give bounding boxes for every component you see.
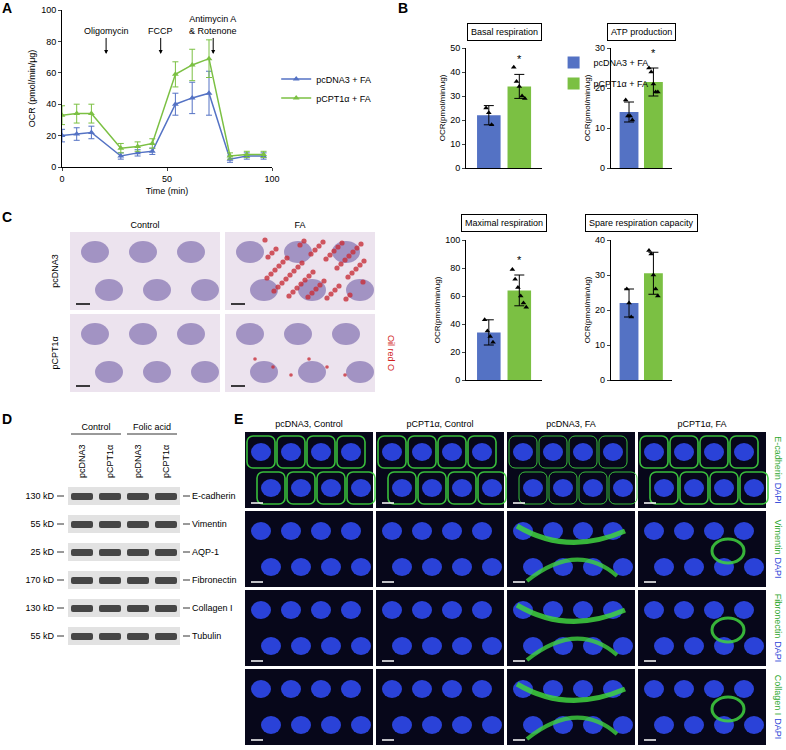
svg-text:50: 50 (162, 174, 172, 184)
svg-text:0: 0 (455, 163, 460, 173)
svg-text:0: 0 (600, 375, 605, 385)
svg-text:pcDNA3, Control: pcDNA3, Control (275, 419, 343, 429)
svg-text:10: 10 (595, 123, 605, 133)
svg-text:30: 30 (450, 91, 460, 101)
svg-text:OCR(pmol/min/ug): OCR(pmol/min/ug) (438, 74, 447, 141)
svg-text:pcDNA3 + FA: pcDNA3 + FA (594, 58, 649, 68)
svg-text:Fibronectin: Fibronectin (192, 575, 237, 585)
svg-text:60: 60 (46, 68, 56, 78)
svg-text:40: 40 (46, 99, 56, 109)
svg-text:55 kD: 55 kD (30, 519, 54, 529)
svg-text:60: 60 (450, 291, 460, 301)
svg-text:pCPT1α, Control: pCPT1α, Control (406, 419, 473, 429)
svg-text:pCPT1α: pCPT1α (50, 336, 60, 369)
svg-text:pcDNA3: pcDNA3 (77, 444, 87, 478)
svg-text:0: 0 (455, 375, 460, 385)
svg-text:Control: Control (81, 422, 110, 432)
svg-text:D: D (2, 411, 12, 427)
svg-text:40: 40 (450, 67, 460, 77)
svg-text:pcDNA3: pcDNA3 (133, 444, 143, 478)
svg-text:20: 20 (450, 115, 460, 125)
svg-text:Control: Control (130, 220, 159, 230)
svg-text:30: 30 (595, 43, 605, 53)
svg-text:VimentinDAPI: VimentinDAPI (773, 520, 783, 579)
svg-text:0: 0 (59, 174, 64, 184)
svg-text:130 kD: 130 kD (25, 491, 54, 501)
svg-text:Maximal respiration: Maximal respiration (465, 218, 543, 228)
svg-text:Basal respiration: Basal respiration (471, 27, 538, 37)
svg-text:10: 10 (450, 139, 460, 149)
svg-text:170 kD: 170 kD (25, 575, 54, 585)
svg-text:pCPT1α + FA: pCPT1α + FA (594, 79, 648, 89)
svg-text:Antimycin A& Rotenone: Antimycin A& Rotenone (189, 14, 237, 36)
svg-text:10: 10 (595, 340, 605, 350)
svg-text:*: * (517, 53, 522, 65)
svg-text:50: 50 (450, 43, 460, 53)
svg-text:80: 80 (46, 37, 56, 47)
svg-text:pCPT1α: pCPT1α (105, 445, 115, 478)
svg-text:Vimentin: Vimentin (192, 519, 227, 529)
svg-text:E: E (234, 411, 243, 427)
svg-text:A: A (2, 0, 12, 16)
svg-text:0: 0 (51, 162, 56, 172)
svg-text:pcDNA3, FA: pcDNA3, FA (546, 419, 596, 429)
svg-text:25 kD: 25 kD (30, 547, 54, 557)
svg-text:OCR(pmol/min/ug): OCR(pmol/min/ug) (583, 276, 592, 343)
svg-text:100: 100 (445, 235, 460, 245)
svg-text:E-cadherinDAPI: E-cadherinDAPI (773, 436, 783, 504)
svg-text:20: 20 (595, 305, 605, 315)
svg-text:ATP production: ATP production (611, 27, 672, 37)
svg-text:Tubulin: Tubulin (192, 631, 221, 641)
svg-text:20: 20 (450, 347, 460, 357)
svg-text:pcDNA3 + FA: pcDNA3 + FA (316, 75, 371, 85)
svg-text:FCCP: FCCP (148, 26, 173, 36)
svg-text:B: B (398, 0, 408, 16)
svg-text:80: 80 (450, 263, 460, 273)
svg-text:FA: FA (294, 220, 305, 230)
svg-text:FibronectinDAPI: FibronectinDAPI (773, 594, 783, 663)
svg-text:30: 30 (595, 270, 605, 280)
svg-text:Oil red O: Oil red O (386, 335, 396, 371)
svg-text:Collagen IDAPI: Collagen IDAPI (773, 675, 783, 740)
svg-text:Spare respiration capacity: Spare respiration capacity (589, 218, 694, 228)
svg-text:40: 40 (450, 319, 460, 329)
svg-text:20: 20 (46, 131, 56, 141)
svg-text:0: 0 (600, 163, 605, 173)
svg-text:pCPT1α + FA: pCPT1α + FA (316, 94, 370, 104)
svg-text:100: 100 (41, 5, 56, 15)
svg-text:*: * (517, 254, 522, 266)
svg-text:OCR (pmol/min/μg): OCR (pmol/min/μg) (27, 50, 37, 128)
svg-text:*: * (651, 47, 656, 59)
svg-text:AQP-1: AQP-1 (192, 547, 219, 557)
svg-text:130 kD: 130 kD (25, 603, 54, 613)
svg-text:100: 100 (264, 174, 279, 184)
svg-text:Collagen I: Collagen I (192, 603, 233, 613)
svg-text:Folic acid: Folic acid (133, 422, 171, 432)
svg-text:C: C (2, 209, 12, 225)
svg-text:pcDNA3: pcDNA3 (50, 254, 60, 288)
svg-text:pCPT1α: pCPT1α (161, 445, 171, 478)
svg-text:40: 40 (595, 235, 605, 245)
svg-text:55 kD: 55 kD (30, 631, 54, 641)
svg-text:OCR(pmol/min/ug): OCR(pmol/min/ug) (583, 74, 592, 141)
svg-text:OCR(pmol/min/ug): OCR(pmol/min/ug) (433, 276, 442, 343)
svg-text:Time (min): Time (min) (146, 186, 189, 196)
svg-text:E-cadherin: E-cadherin (192, 491, 236, 501)
svg-text:pCPT1α, FA: pCPT1α, FA (677, 419, 726, 429)
svg-text:Oligomycin: Oligomycin (84, 26, 129, 36)
